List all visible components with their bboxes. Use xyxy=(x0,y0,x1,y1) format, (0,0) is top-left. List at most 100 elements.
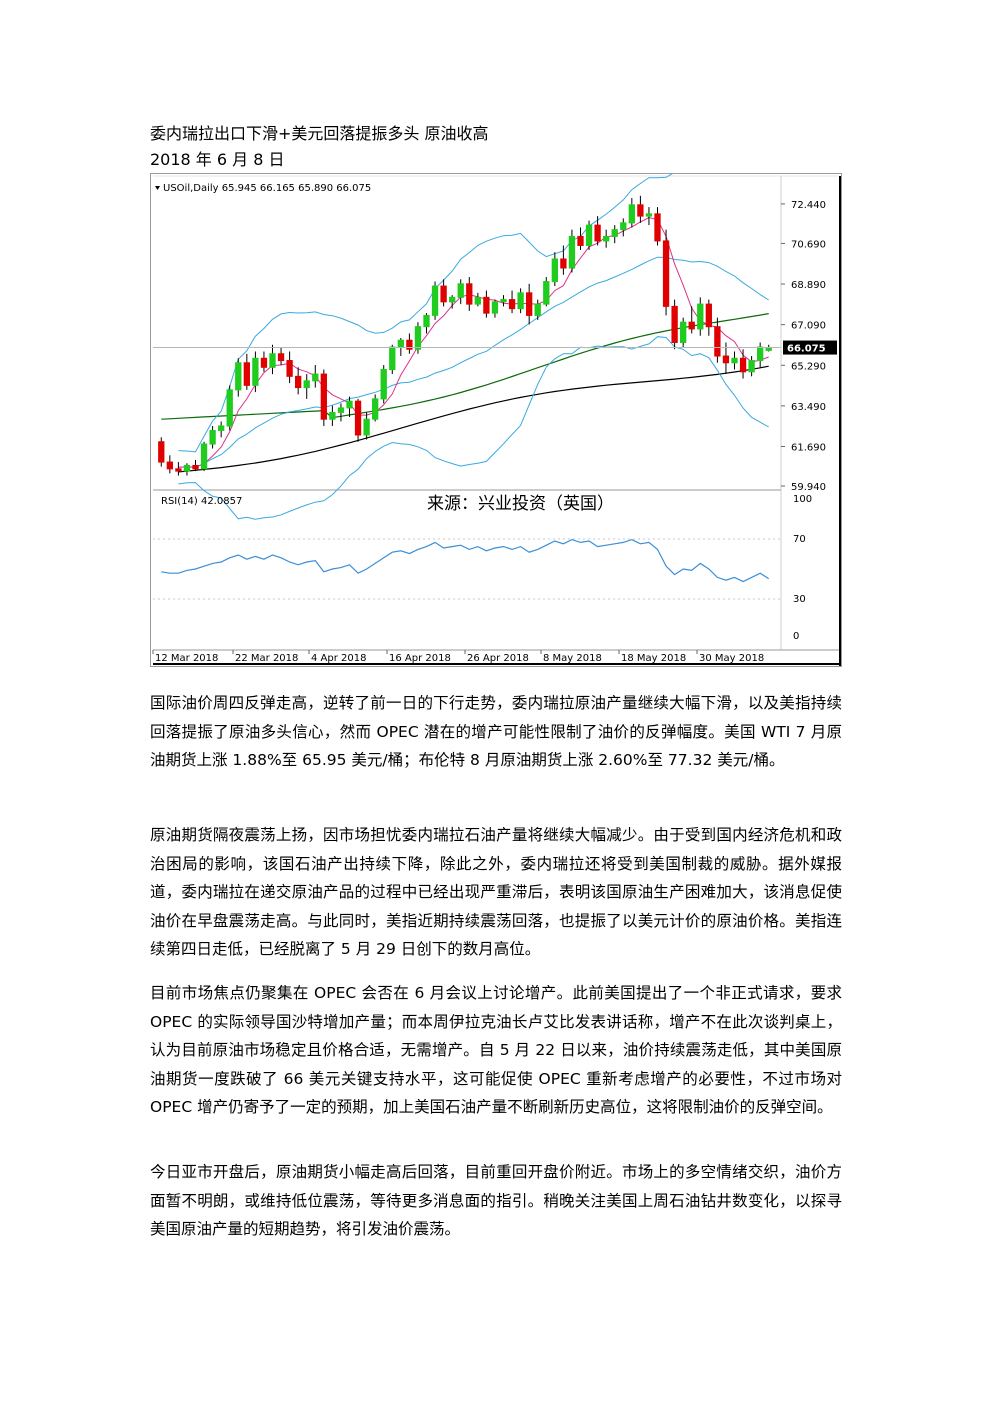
candle-body xyxy=(466,283,473,305)
header-arrow-icon xyxy=(155,186,160,190)
candle-body xyxy=(192,464,199,470)
candle-body xyxy=(603,235,610,242)
ma-slow-line xyxy=(178,365,769,473)
candle-body xyxy=(440,285,447,303)
candle-body xyxy=(508,299,516,310)
candle-body xyxy=(568,235,576,269)
time-tick-label: 8 May 2018 xyxy=(543,653,602,664)
candle-body xyxy=(320,373,327,420)
chart-header: USOil,Daily 65.945 66.165 65.890 66.075 xyxy=(163,183,371,194)
price-chart: 72.440 70.690 68.890 67.090 65.290 63.490 61.6… xyxy=(150,173,842,667)
candle-body xyxy=(620,222,627,231)
current-price-label: 66.075 xyxy=(787,344,826,355)
candle-body xyxy=(295,375,302,389)
candle-body xyxy=(526,292,533,316)
chart-watermark: 来源：兴业投资（英国） xyxy=(427,494,614,514)
current-price-box xyxy=(783,340,837,355)
candle-body xyxy=(414,326,422,350)
candle-body xyxy=(346,400,353,409)
candle-body xyxy=(431,285,439,316)
candle-body xyxy=(577,235,584,246)
candle-body xyxy=(235,362,242,391)
price-tick-label: 65.290 xyxy=(791,361,826,372)
candle-body xyxy=(662,240,670,307)
candle-body xyxy=(218,425,225,431)
rsi-axis-0: 0 xyxy=(793,631,799,642)
candle-body xyxy=(628,204,635,224)
rsi-axis-30: 30 xyxy=(793,594,806,605)
paragraph-3: 目前市场焦点仍聚集在 OPEC 会否在 6 月会议上讨论增产。此前美国提出了一个… xyxy=(150,984,842,1116)
candle-body xyxy=(363,418,370,436)
price-tick-labels: 72.440 70.690 68.890 67.090 65.290 63.490 61.6… xyxy=(781,200,826,493)
paragraph-4: 今日亚市开盘后，原油期货小幅走高后回落，目前重回开盘价附近。市场上的多空情绪交织… xyxy=(150,1163,842,1238)
candle-body xyxy=(200,443,208,470)
candle-body xyxy=(277,353,285,362)
candle-body xyxy=(286,360,293,377)
candle-body xyxy=(748,360,755,373)
candle-body xyxy=(637,204,644,217)
time-axis-labels: 12 Mar 2018 22 Mar 2018 4 Apr 2018 16 Apr 2… xyxy=(152,650,764,664)
time-tick-label: 12 Mar 2018 xyxy=(155,653,218,664)
rsi-line xyxy=(161,538,770,583)
ma-fast-line xyxy=(178,216,769,468)
candle-body xyxy=(457,283,464,298)
candle-body xyxy=(372,398,379,420)
candle-body xyxy=(354,400,362,436)
rsi-axis-70: 70 xyxy=(793,534,806,545)
document-date: 2018 年 6 月 8 日 xyxy=(150,150,285,169)
candle-body xyxy=(209,429,216,445)
candle-body xyxy=(697,303,704,330)
price-tick-label: 70.690 xyxy=(791,239,826,250)
time-tick-label: 30 May 2018 xyxy=(699,653,764,664)
candle-body xyxy=(645,213,653,217)
candle-body xyxy=(329,411,336,420)
candle-body xyxy=(423,314,430,328)
paragraph-1: 国际油价周四反弹走高，逆转了前一日的下行走势，委内瑞拉原油产量继续大幅下滑，以及… xyxy=(150,694,842,769)
price-tick-label: 61.690 xyxy=(791,443,826,454)
candle-body xyxy=(585,224,593,246)
time-tick-label: 4 Apr 2018 xyxy=(311,653,366,664)
candle-body xyxy=(183,464,191,472)
candle-body xyxy=(312,373,319,382)
candle-body xyxy=(534,303,541,316)
time-tick-label: 16 Apr 2018 xyxy=(389,653,451,664)
candle-body xyxy=(226,389,233,427)
candle-body xyxy=(252,357,259,386)
time-tick-label: 22 Mar 2018 xyxy=(235,653,298,664)
candle-body xyxy=(389,346,396,371)
candle-body xyxy=(303,380,310,389)
candle-body xyxy=(671,305,678,343)
candle-body xyxy=(500,299,507,303)
candle-body xyxy=(397,339,404,348)
bollinger-upper-line xyxy=(178,174,673,453)
bollinger-lower-line xyxy=(178,336,769,520)
candle-body xyxy=(491,301,499,314)
candle-body xyxy=(166,461,173,470)
indicator-lines xyxy=(161,174,769,520)
price-tick-label: 68.890 xyxy=(791,280,826,291)
price-tick-label: 72.440 xyxy=(791,200,826,211)
candle-body xyxy=(680,321,687,343)
candle-body xyxy=(739,357,747,373)
candle-body xyxy=(483,296,490,314)
candle-body xyxy=(543,281,550,305)
bollinger-middle-line xyxy=(178,256,769,468)
candle-body xyxy=(551,258,558,283)
document-title: 委内瑞拉出口下滑+美元回落提振多头 原油收高 xyxy=(150,124,489,143)
candle-body xyxy=(714,326,721,357)
price-tick-label: 67.090 xyxy=(791,321,826,332)
candle-body xyxy=(611,229,618,237)
candle-body xyxy=(243,362,250,386)
candle-body xyxy=(517,292,524,310)
candle-body xyxy=(175,468,182,472)
candlesticks xyxy=(158,195,772,476)
candle-body xyxy=(688,321,695,330)
time-tick-label: 18 May 2018 xyxy=(621,653,686,664)
candle-body xyxy=(594,224,601,242)
time-tick-label: 26 Apr 2018 xyxy=(467,653,529,664)
chart-svg: 72.440 70.690 68.890 67.090 65.290 63.490 61.6… xyxy=(152,174,841,666)
candle-body xyxy=(474,296,481,305)
candle-body xyxy=(269,353,276,368)
candle-body xyxy=(757,346,764,362)
candle-body xyxy=(158,441,165,463)
